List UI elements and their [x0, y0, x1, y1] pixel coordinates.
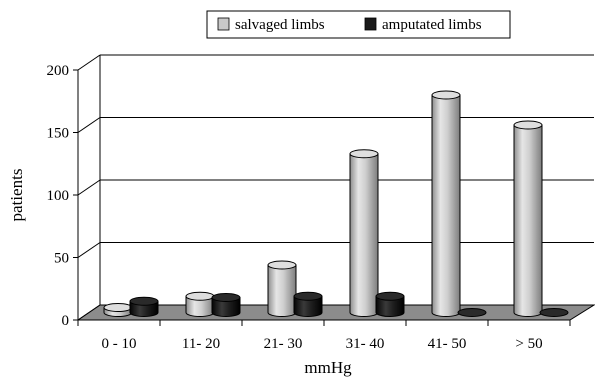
bar-top	[349, 149, 379, 159]
gridline-depth	[77, 242, 101, 258]
bar-amputated	[129, 296, 159, 317]
bar-top	[431, 90, 461, 100]
bar-salvaged	[431, 90, 461, 317]
bar-amputated	[457, 308, 487, 317]
bar-salvaged	[513, 120, 543, 317]
bar-salvaged	[185, 291, 215, 317]
bar-top	[267, 260, 297, 270]
legend-swatch-amputated	[364, 17, 377, 31]
bar-amputated	[293, 291, 323, 317]
bar-top	[103, 303, 133, 312]
bar-body	[431, 94, 461, 317]
legend-label-salvaged: salvaged limbs	[235, 17, 325, 33]
gridline-depth	[77, 117, 101, 133]
x-tick-label: > 50	[515, 336, 542, 352]
bar-amputated	[539, 308, 569, 317]
bar-salvaged	[267, 260, 297, 317]
bar-top	[539, 308, 569, 317]
bar-body	[293, 295, 323, 317]
bar-top	[457, 308, 487, 317]
bar-amputated	[375, 291, 405, 317]
bars	[103, 90, 569, 317]
bar-body	[375, 295, 405, 317]
bar-top	[513, 120, 543, 130]
legend: salvaged limbs amputated limbs	[206, 10, 511, 39]
y-tick-label: 0	[62, 313, 70, 329]
gridline-depth	[77, 54, 101, 71]
y-tick-label: 200	[47, 63, 70, 79]
x-tick-label: 21- 30	[264, 336, 303, 352]
bar-body	[267, 264, 297, 317]
legend-swatch-salvaged	[217, 17, 230, 31]
legend-label-amputated: amputated limbs	[382, 17, 482, 33]
bar-top	[293, 291, 323, 301]
bar-top	[185, 291, 215, 301]
bar-top	[375, 291, 405, 301]
bar-amputated	[211, 293, 241, 317]
bar-salvaged	[103, 303, 133, 317]
bar-body	[513, 124, 543, 317]
bar-body	[211, 297, 241, 317]
bar-top	[129, 296, 159, 306]
gridlines	[77, 54, 594, 321]
x-tick-label: 31- 40	[346, 336, 385, 352]
bar-top	[211, 293, 241, 302]
y-tick-label: 150	[47, 126, 70, 142]
x-axis: 0 - 10 11- 20 21- 30 31- 40 41- 50 > 50	[77, 319, 571, 352]
y-tick-label: 100	[47, 188, 70, 204]
y-axis-label: patients	[7, 169, 26, 222]
bar-body	[349, 153, 379, 317]
y-axis: 0 50 100 150 200	[47, 63, 79, 329]
bar-salvaged	[349, 149, 379, 317]
y-tick-label: 50	[54, 251, 69, 267]
x-tick-label: 0 - 10	[102, 336, 137, 352]
gridline-depth	[77, 179, 101, 196]
x-tick-label: 41- 50	[428, 336, 467, 352]
x-axis-label: mmHg	[304, 358, 352, 377]
legend-box	[206, 10, 511, 39]
x-tick-label: 11- 20	[182, 336, 220, 352]
gridline-depth	[77, 304, 101, 321]
